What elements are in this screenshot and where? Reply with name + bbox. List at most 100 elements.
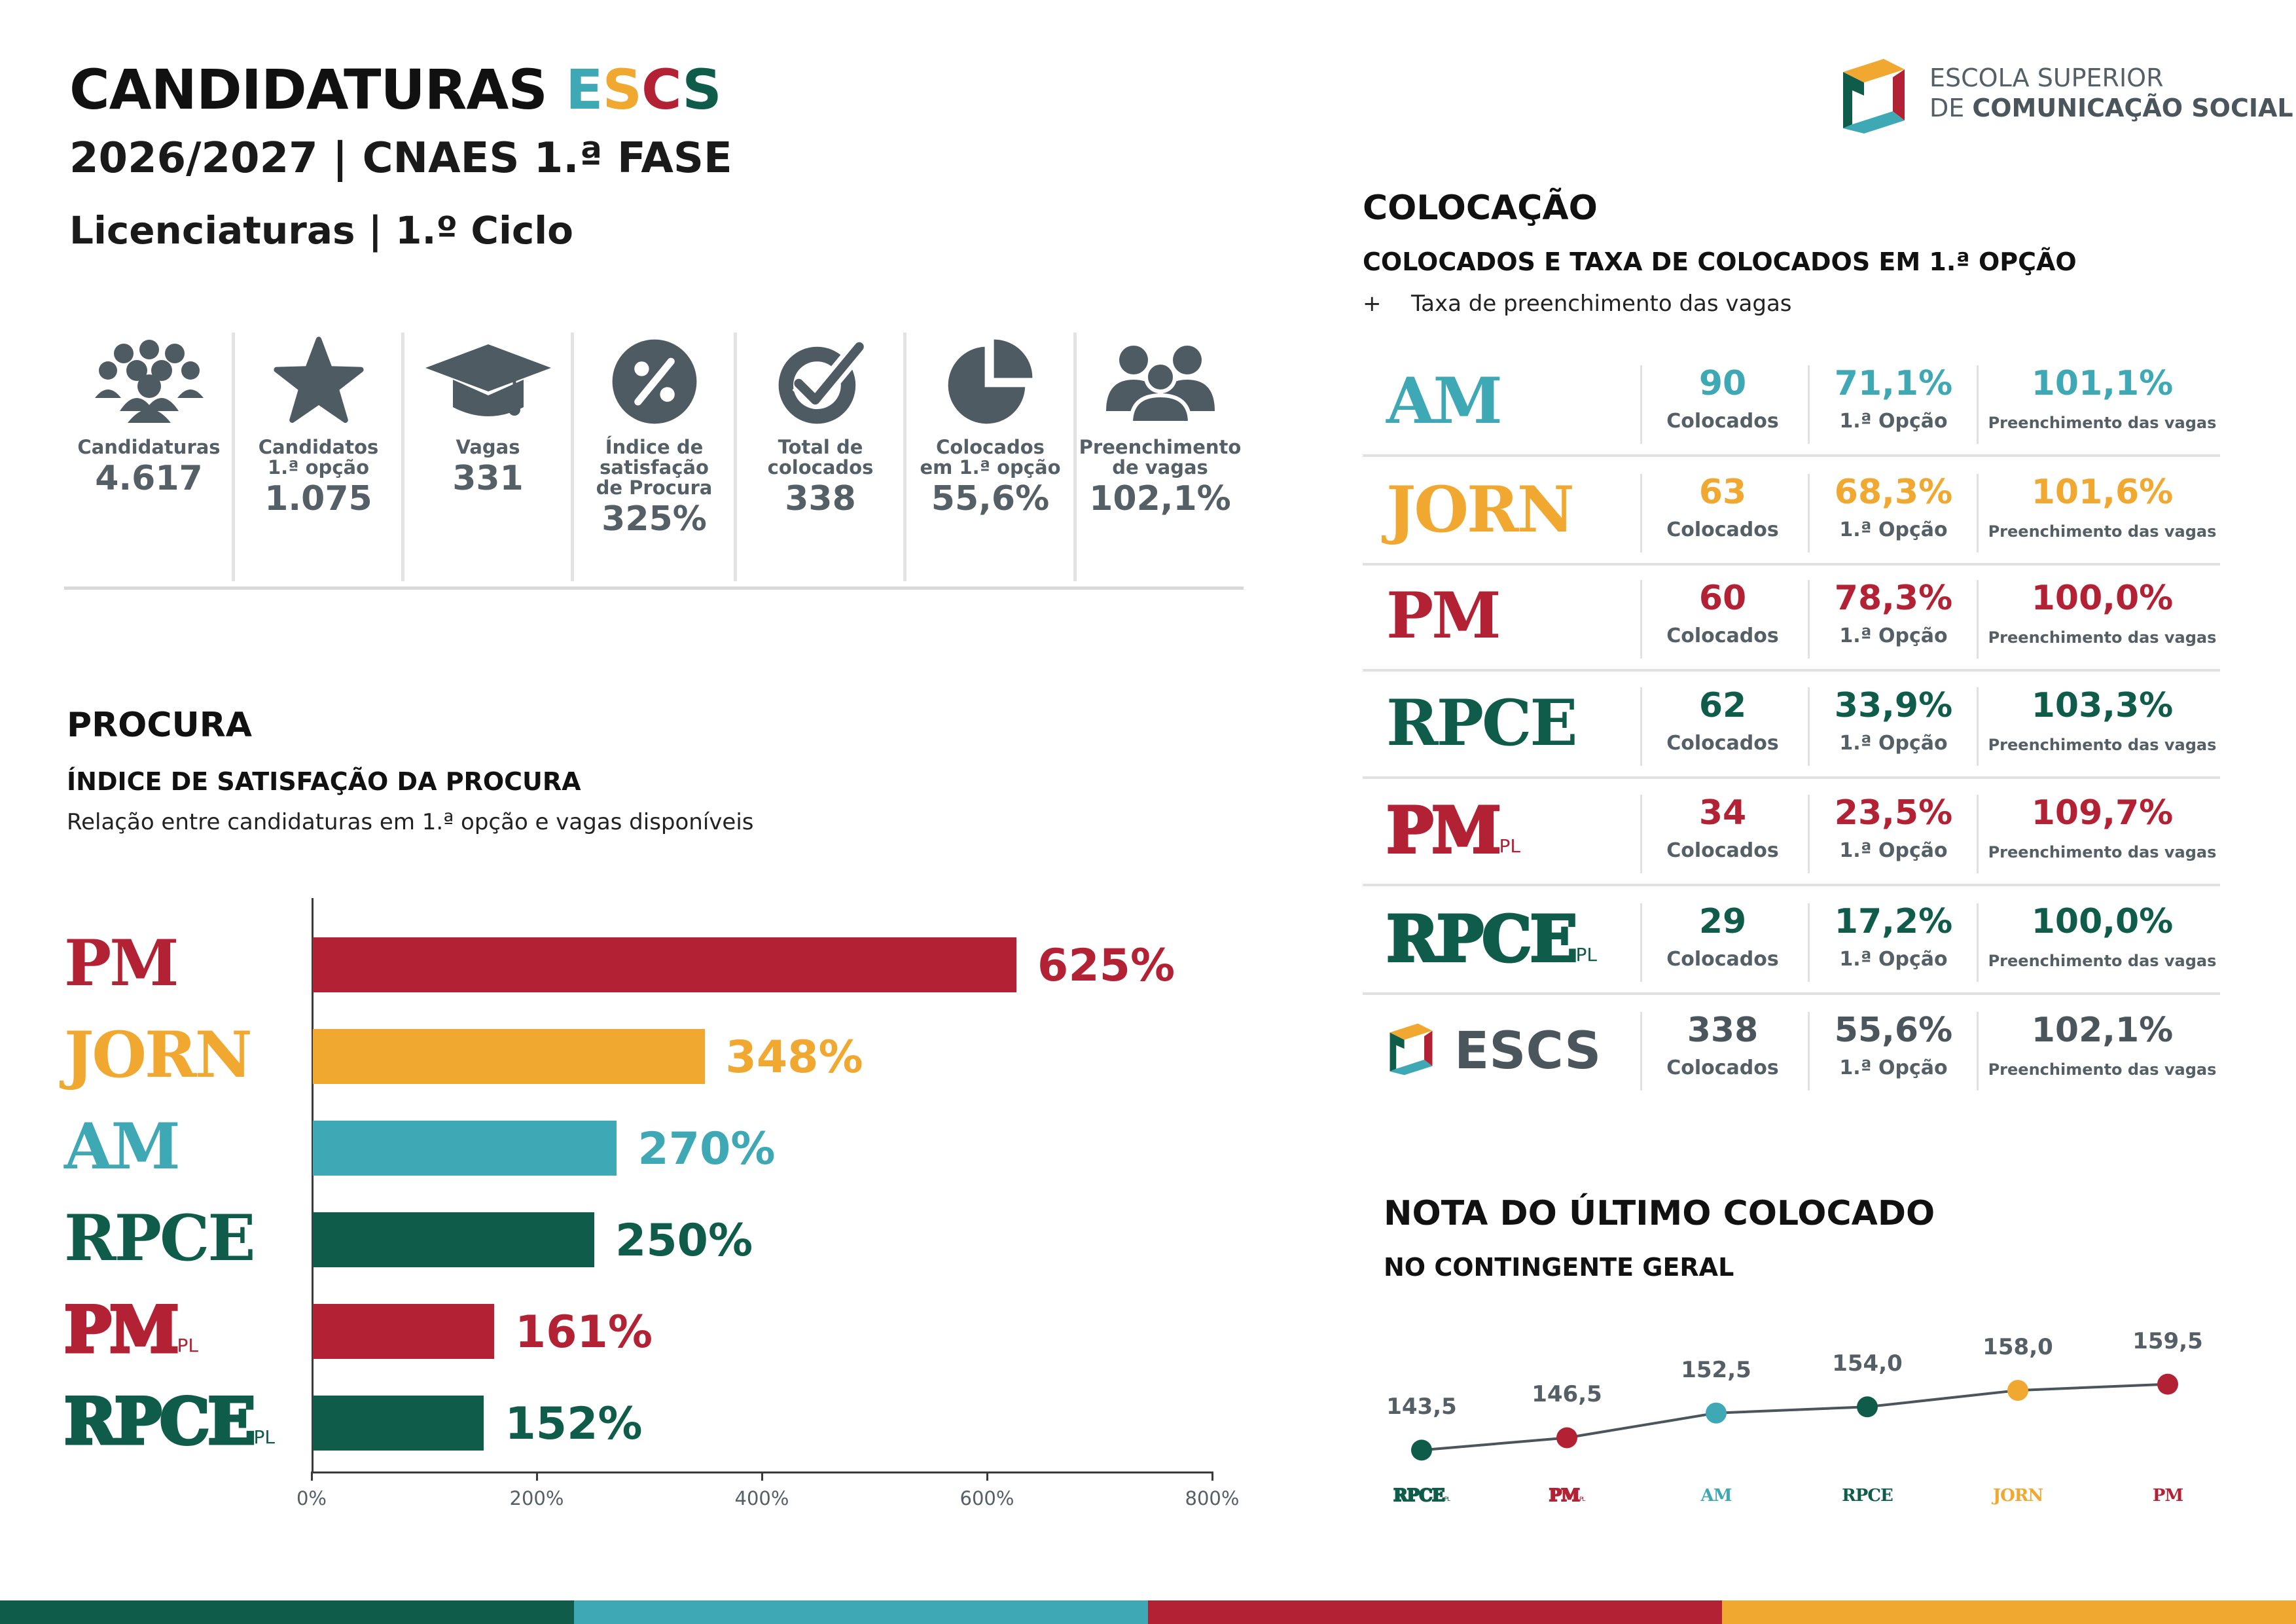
cell-value: 109,7% (2031, 793, 2174, 833)
bar (313, 1304, 494, 1359)
column-divider (1977, 580, 1979, 659)
kpi-4: Total de colocados 338 (736, 333, 905, 581)
cell-value: 55,6% (1834, 1011, 1953, 1050)
bar-value-label: 270% (637, 1123, 776, 1175)
x-category-label: RPCEPL (1393, 1485, 1450, 1506)
cell-value: 29 (1698, 902, 1747, 941)
cell-colocados: 62 Colocados (1592, 689, 1854, 755)
x-tick-label: 600% (960, 1487, 1014, 1509)
kpi-5: Colocados em 1.ª opção 55,6% (905, 333, 1075, 581)
point-value-label: 158,0 (1982, 1334, 2053, 1361)
program-label: JORN (1386, 473, 1575, 547)
procura-note: Relação entre candidaturas em 1.ª opção … (67, 809, 754, 835)
cell-caption: 1.ª Opção (1839, 410, 1948, 433)
footer-stripe (0, 1600, 574, 1624)
x-category-label: AM (1700, 1486, 1732, 1506)
column-divider (1977, 795, 1979, 873)
cell-preenchimento: 100,0% Preenchimento das vagas (1971, 581, 2233, 647)
column-divider (1640, 580, 1642, 659)
cell-caption: 1.ª Opção (1839, 732, 1948, 755)
cell-value: 101,6% (2031, 473, 2174, 512)
group-icon (64, 333, 234, 431)
column-divider (1808, 365, 1810, 444)
escs-logo-icon (1843, 59, 1905, 134)
cell-opcao: 68,3% 1.ª Opção (1763, 475, 2024, 541)
cell-colocados: 60 Colocados (1592, 581, 1854, 647)
bar (313, 937, 1016, 992)
x-tick-mark (536, 1471, 538, 1481)
program-label: ESCS (1454, 1022, 1602, 1081)
bar-category-label: RPCEPL (63, 1384, 276, 1458)
title-escs-c: C (641, 58, 683, 122)
point-value-label: 152,5 (1681, 1356, 1751, 1383)
kpi-value: 331 (452, 459, 524, 498)
cell-caption: Colocados (1666, 839, 1779, 862)
bar-category-label: AM (64, 1110, 181, 1183)
program-label: PMPL (1385, 793, 1520, 867)
column-divider (1808, 903, 1810, 982)
kpi-separator (903, 333, 906, 581)
cell-value: 90 (1698, 364, 1747, 403)
kpi-divider (64, 586, 1244, 590)
cell-opcao: 71,1% 1.ª Opção (1763, 367, 2024, 433)
kpi-label: Candidatos 1.ª opção (258, 436, 379, 478)
bar-value-label: 250% (615, 1215, 753, 1267)
cell-colocados: 90 Colocados (1592, 367, 1854, 433)
cell-caption: Colocados (1666, 624, 1779, 647)
data-point (2007, 1380, 2028, 1401)
cell-caption: 1.ª Opção (1839, 1056, 1948, 1079)
colocacao-subheading: COLOCADOS E TAXA DE COLOCADOS EM 1.ª OPÇ… (1363, 247, 2077, 276)
star-icon (234, 333, 403, 431)
x-tick-label: 0% (296, 1487, 327, 1509)
cell-value: 338 (1687, 1011, 1759, 1050)
cell-value: 23,5% (1834, 793, 1953, 833)
page-title: CANDIDATURAS ESCS (69, 58, 722, 122)
title-escs-s: S (602, 58, 641, 122)
cell-value: 78,3% (1834, 579, 1953, 618)
cell-caption: 1.ª Opção (1839, 839, 1948, 862)
colocacao-heading: COLOCAÇÃO (1363, 189, 1598, 228)
cell-value: 17,2% (1834, 902, 1953, 941)
y-axis-line (312, 898, 314, 1471)
point-value-label: 143,5 (1386, 1394, 1457, 1420)
kpi-0: Candidaturas 4.617 (64, 333, 234, 581)
graduation-cap-icon (403, 333, 573, 431)
pie-icon (905, 333, 1075, 431)
x-category-label: JORN (1992, 1486, 2043, 1506)
cell-caption: 1.ª Opção (1839, 518, 1948, 541)
cell-opcao: 78,3% 1.ª Opção (1763, 581, 2024, 647)
bar (313, 1121, 617, 1176)
column-divider (1977, 474, 1979, 552)
cell-caption: Preenchimento das vagas (1988, 1060, 2217, 1079)
kpi-value: 338 (785, 479, 856, 518)
column-divider (1808, 795, 1810, 873)
kpi-separator (571, 333, 574, 581)
kpi-value: 1.075 (264, 479, 372, 518)
bar-category-label: PM (64, 926, 179, 1000)
column-divider (1808, 687, 1810, 766)
data-point (1556, 1427, 1577, 1449)
procura-heading: PROCURA (67, 706, 253, 745)
logo-line-2: DE COMUNICAÇÃO SOCIAL (1929, 94, 2293, 122)
kpi-2: Vagas 331 (403, 333, 573, 581)
nota-heading: NOTA DO ÚLTIMO COLOCADO (1384, 1194, 1935, 1233)
cell-caption: Colocados (1666, 1056, 1779, 1079)
row-divider (1363, 884, 2220, 886)
cell-value: 100,0% (2031, 579, 2174, 618)
kpi-label: Preenchimento de vagas (1079, 436, 1242, 478)
x-tick-label: 400% (734, 1487, 789, 1509)
check-badge-icon (736, 333, 905, 431)
column-divider (1808, 474, 1810, 552)
bar (313, 1212, 594, 1267)
data-point (1411, 1439, 1432, 1461)
cell-value: 101,1% (2031, 364, 2174, 403)
x-tick-label: 200% (509, 1487, 564, 1509)
row-divider (1363, 454, 2220, 457)
nota-subheading: NO CONTINGENTE GERAL (1384, 1253, 1734, 1282)
program-label: RPCEPL (1385, 902, 1598, 976)
kpi-label: Candidaturas (77, 436, 221, 458)
cell-colocados: 34 Colocados (1592, 796, 1854, 862)
bar-category-label: PMPL (62, 1293, 198, 1367)
cell-value: 100,0% (2031, 902, 2174, 941)
x-tick-mark (311, 1471, 313, 1481)
